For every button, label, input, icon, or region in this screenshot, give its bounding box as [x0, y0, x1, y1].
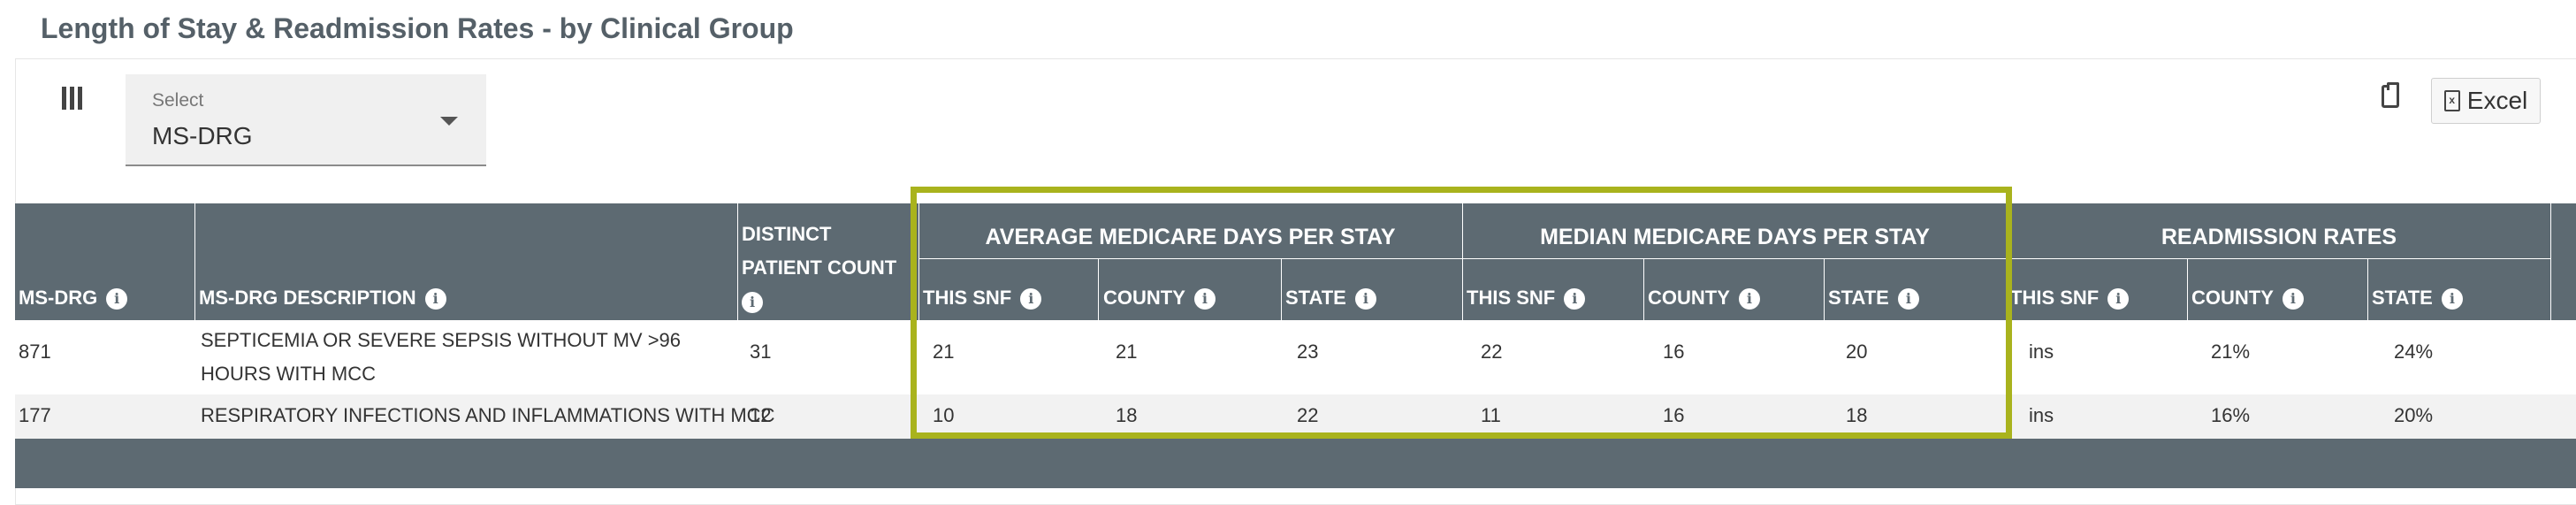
header-group-median-days: MEDIAN MEDICARE DAYS PER STAY	[1540, 225, 1930, 249]
column-header-avg-state[interactable]: STATE i	[1285, 287, 1376, 310]
cell-median-county: 16	[1663, 340, 1685, 363]
column-header-median-this-snf[interactable]: THIS SNF i	[1467, 287, 1586, 310]
cell-median-this-snf: 22	[1481, 340, 1503, 363]
select-label: Select	[152, 90, 204, 111]
column-header-label: COUNTY	[1648, 287, 1730, 309]
info-icon[interactable]: i	[424, 288, 446, 310]
cell-median-state: 20	[1846, 340, 1868, 363]
header-group-average-days: AVERAGE MEDICARE DAYS PER STAY	[985, 225, 1396, 249]
cell-description: SEPTICEMIA OR SEVERE SEPSIS WITHOUT MV >…	[201, 329, 682, 385]
column-header-median-county[interactable]: COUNTY i	[1648, 287, 1760, 310]
cell-avg-county: 21	[1116, 340, 1138, 363]
column-header-median-state[interactable]: STATE i	[1828, 287, 1919, 310]
info-icon[interactable]: i	[106, 288, 128, 310]
table-row[interactable]: 871 SEPTICEMIA OR SEVERE SEPSIS WITHOUT …	[15, 320, 2576, 395]
cell-avg-this-snf: 21	[933, 340, 955, 363]
cell-patient-count: 12	[750, 404, 772, 426]
column-header-label: THIS SNF	[1467, 287, 1556, 309]
column-header-label: STATE	[2372, 287, 2433, 309]
column-header-ms-drg[interactable]: MS-DRG i	[19, 287, 128, 310]
column-header-label: MS-DRG	[19, 287, 98, 309]
column-header-label-line1: DISTINCT	[742, 223, 832, 245]
info-icon[interactable]: i	[1738, 288, 1760, 310]
info-icon[interactable]: i	[2441, 288, 2463, 310]
cell-avg-county: 18	[1116, 404, 1138, 426]
excel-export-button[interactable]: x Excel	[2431, 78, 2541, 124]
table-header: AVERAGE MEDICARE DAYS PER STAY MEDIAN ME…	[15, 203, 2576, 320]
table-row[interactable]: 177 RESPIRATORY INFECTIONS AND INFLAMMAT…	[15, 394, 2576, 439]
column-header-label: STATE	[1828, 287, 1889, 309]
page-title: Length of Stay & Readmission Rates - by …	[41, 12, 794, 44]
excel-button-label: Excel	[2466, 87, 2528, 114]
cell-readm-this-snf: ins	[2029, 404, 2054, 426]
column-header-label: THIS SNF	[923, 287, 1012, 309]
column-header-distinct-patient-count[interactable]: DISTINCT PATIENT COUNT i	[742, 218, 896, 318]
cell-readm-county: 21%	[2211, 340, 2251, 363]
column-header-readm-state[interactable]: STATE i	[2372, 287, 2463, 310]
cell-avg-state: 23	[1297, 340, 1319, 363]
cell-median-this-snf: 11	[1481, 404, 1501, 426]
info-icon[interactable]: i	[2107, 288, 2130, 310]
info-icon[interactable]: i	[1193, 288, 1216, 310]
column-header-label: THIS SNF	[2010, 287, 2100, 309]
cell-avg-this-snf: 10	[933, 404, 955, 426]
column-header-label: STATE	[1285, 287, 1346, 309]
info-icon[interactable]: i	[1564, 288, 1586, 310]
cell-readm-state: 20%	[2394, 404, 2434, 426]
cell-avg-state: 22	[1297, 404, 1319, 426]
header-group-readmission: READMISSION RATES	[2161, 225, 2397, 249]
excel-file-icon: x	[2443, 90, 2460, 111]
info-icon[interactable]: i	[1897, 288, 1919, 310]
table-footer	[15, 439, 2576, 488]
select-value: MS-DRG	[152, 122, 253, 149]
cell-median-state: 18	[1846, 404, 1868, 426]
info-icon[interactable]: i	[2282, 288, 2304, 310]
info-icon[interactable]: i	[1354, 288, 1376, 310]
chevron-down-icon[interactable]	[440, 117, 458, 126]
cell-readm-this-snf: ins	[2029, 340, 2054, 363]
column-header-label: MS-DRG DESCRIPTION	[199, 287, 416, 309]
cell-ms-drg: 871	[19, 340, 51, 363]
cell-readm-state: 24%	[2394, 340, 2434, 363]
column-header-label: COUNTY	[1103, 287, 1185, 309]
columns-icon[interactable]	[62, 87, 83, 110]
info-icon[interactable]: i	[742, 292, 763, 314]
clipboard-icon[interactable]	[2382, 82, 2399, 108]
column-header-avg-county[interactable]: COUNTY i	[1103, 287, 1216, 310]
column-header-avg-this-snf[interactable]: THIS SNF i	[923, 287, 1042, 310]
column-header-label: COUNTY	[2191, 287, 2274, 309]
column-header-readm-county[interactable]: COUNTY i	[2191, 287, 2304, 310]
info-icon[interactable]: i	[1020, 288, 1042, 310]
column-header-ms-drg-description[interactable]: MS-DRG DESCRIPTION i	[199, 287, 446, 310]
cell-median-county: 16	[1663, 404, 1685, 426]
cell-ms-drg: 177	[19, 404, 51, 426]
column-header-readm-this-snf[interactable]: THIS SNF i	[2010, 287, 2130, 310]
column-header-label-line2: PATIENT COUNT	[742, 256, 897, 279]
cell-description: RESPIRATORY INFECTIONS AND INFLAMMATIONS…	[201, 404, 775, 426]
cell-readm-county: 16%	[2211, 404, 2251, 426]
group-by-select[interactable]: Select MS-DRG	[126, 74, 486, 166]
cell-patient-count: 31	[750, 340, 772, 363]
